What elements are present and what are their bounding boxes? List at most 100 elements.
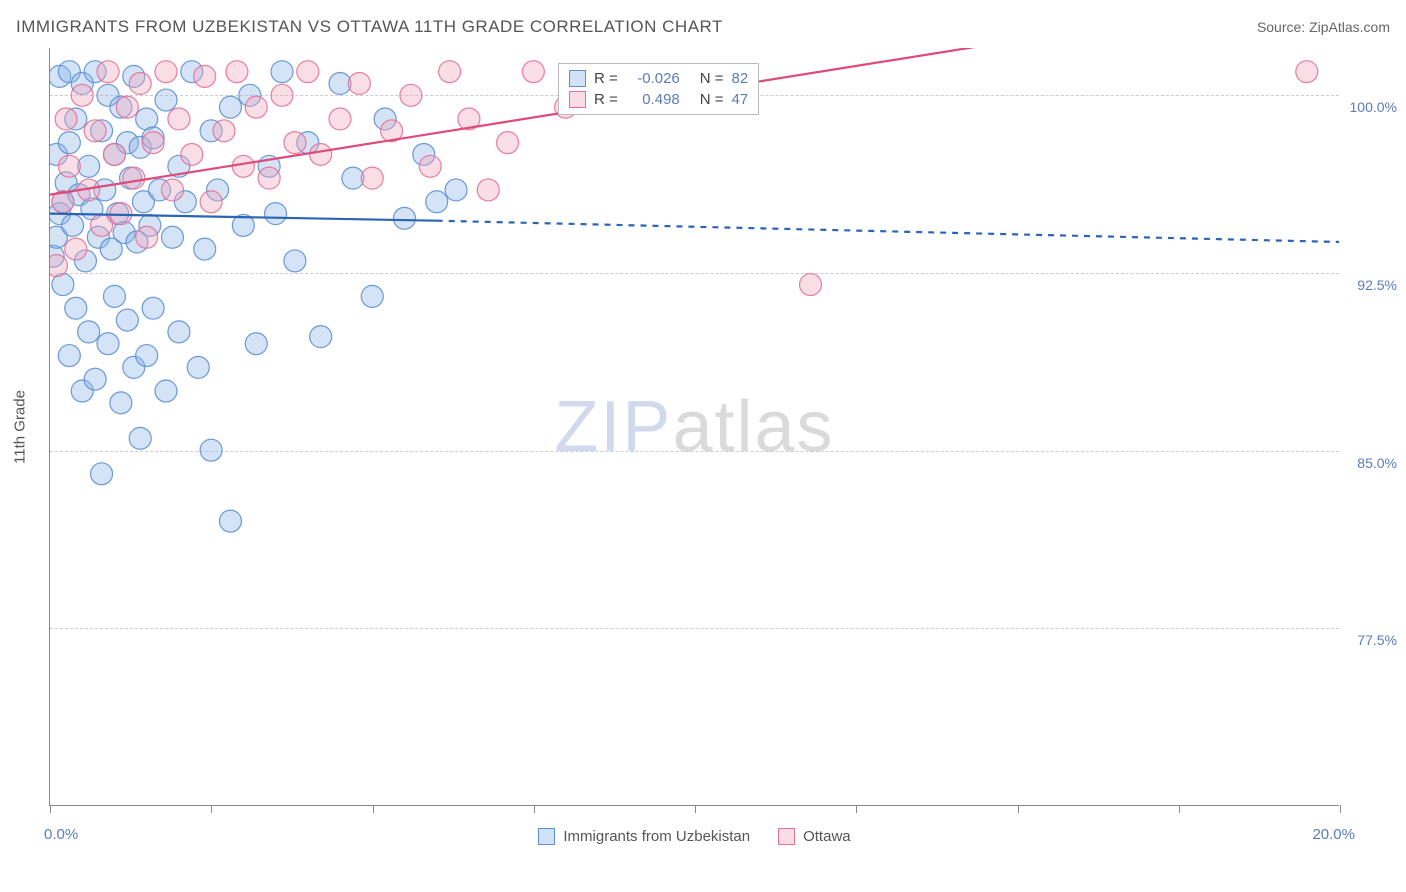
x-tick	[856, 805, 857, 813]
scatter-point	[110, 203, 132, 225]
x-tick	[1179, 805, 1180, 813]
chart-header: IMMIGRANTS FROM UZBEKISTAN VS OTTAWA 11T…	[0, 0, 1406, 44]
r-value: -0.026	[626, 68, 680, 89]
plot-area: 11th Grade 77.5%85.0%92.5%100.0% ZIPatla…	[49, 48, 1339, 806]
scatter-point	[58, 345, 80, 367]
scatter-point	[194, 65, 216, 87]
scatter-point	[136, 345, 158, 367]
chart-title: IMMIGRANTS FROM UZBEKISTAN VS OTTAWA 11T…	[16, 17, 723, 37]
scatter-point	[284, 250, 306, 272]
legend-swatch	[569, 91, 586, 108]
scatter-point	[439, 61, 461, 83]
x-tick	[373, 805, 374, 813]
scatter-point	[226, 61, 248, 83]
scatter-point	[129, 427, 151, 449]
scatter-point	[110, 392, 132, 414]
scatter-point	[258, 167, 280, 189]
scatter-point	[400, 84, 422, 106]
r-value: 0.498	[626, 89, 680, 110]
r-label: R =	[594, 68, 618, 89]
source-attribution: Source: ZipAtlas.com	[1257, 19, 1390, 35]
scatter-point	[284, 132, 306, 154]
scatter-point	[1296, 61, 1318, 83]
scatter-point	[116, 96, 138, 118]
scatter-point	[155, 380, 177, 402]
legend-swatch-series1	[538, 828, 555, 845]
scatter-point	[142, 132, 164, 154]
series-legend: Immigrants from Uzbekistan Ottawa	[50, 828, 1339, 845]
scatter-point	[310, 326, 332, 348]
scatter-point	[50, 255, 67, 277]
scatter-point	[168, 108, 190, 130]
scatter-point	[200, 439, 222, 461]
scatter-point	[348, 72, 370, 94]
x-tick	[50, 805, 51, 813]
scatter-point	[426, 191, 448, 213]
correlation-legend: R =-0.026N =82R =0.498N =47	[558, 63, 759, 115]
correlation-legend-row: R = -0.026 N = 82	[569, 68, 748, 89]
scatter-point	[419, 155, 441, 177]
n-label: N =	[700, 68, 724, 89]
legend-swatch	[569, 70, 586, 87]
scatter-point	[91, 214, 113, 236]
scatter-point	[116, 309, 138, 331]
scatter-point	[84, 368, 106, 390]
scatter-point	[65, 297, 87, 319]
scatter-point	[329, 108, 351, 130]
regression-line-dashed	[437, 221, 1339, 242]
legend-label-series2: Ottawa	[803, 828, 851, 845]
scatter-point	[103, 285, 125, 307]
x-tick	[1340, 805, 1341, 813]
scatter-point	[91, 463, 113, 485]
scatter-point	[187, 356, 209, 378]
scatter-point	[103, 143, 125, 165]
scatter-point	[97, 61, 119, 83]
scatter-point	[342, 167, 364, 189]
scatter-point	[219, 510, 241, 532]
scatter-point	[310, 143, 332, 165]
scatter-point	[271, 84, 293, 106]
scatter-point	[329, 72, 351, 94]
x-tick	[534, 805, 535, 813]
legend-label-series1: Immigrants from Uzbekistan	[563, 828, 750, 845]
scatter-point	[55, 108, 77, 130]
legend-item-series2: Ottawa	[778, 828, 851, 845]
scatter-point	[78, 321, 100, 343]
scatter-point	[181, 143, 203, 165]
scatter-point	[155, 89, 177, 111]
n-label: N =	[700, 89, 724, 110]
scatter-point	[97, 333, 119, 355]
scatter-point	[194, 238, 216, 260]
scatter-point	[71, 84, 93, 106]
source-name: ZipAtlas.com	[1309, 19, 1390, 35]
scatter-point	[522, 61, 544, 83]
scatter-point	[219, 96, 241, 118]
scatter-point	[297, 61, 319, 83]
scatter-point	[361, 285, 383, 307]
x-tick	[695, 805, 696, 813]
scatter-point	[477, 179, 499, 201]
scatter-point	[123, 167, 145, 189]
n-value: 82	[732, 68, 749, 89]
scatter-point	[62, 214, 84, 236]
y-tick-label: 100.0%	[1345, 99, 1397, 115]
scatter-point	[271, 61, 293, 83]
legend-item-series1: Immigrants from Uzbekistan	[538, 828, 750, 845]
scatter-point	[129, 72, 151, 94]
scatter-point	[168, 321, 190, 343]
y-axis-title: 11th Grade	[12, 390, 29, 464]
scatter-point	[58, 132, 80, 154]
x-tick	[211, 805, 212, 813]
correlation-legend-row: R =0.498N =47	[569, 89, 748, 110]
scatter-point	[136, 226, 158, 248]
y-tick-label: 77.5%	[1345, 632, 1397, 648]
scatter-point	[497, 132, 519, 154]
r-label: R =	[594, 89, 618, 110]
source-prefix: Source:	[1257, 19, 1309, 35]
scatter-point	[245, 96, 267, 118]
scatter-point	[361, 167, 383, 189]
scatter-point	[800, 274, 822, 296]
chart-svg	[50, 48, 1339, 805]
scatter-point	[161, 179, 183, 201]
scatter-point	[142, 297, 164, 319]
